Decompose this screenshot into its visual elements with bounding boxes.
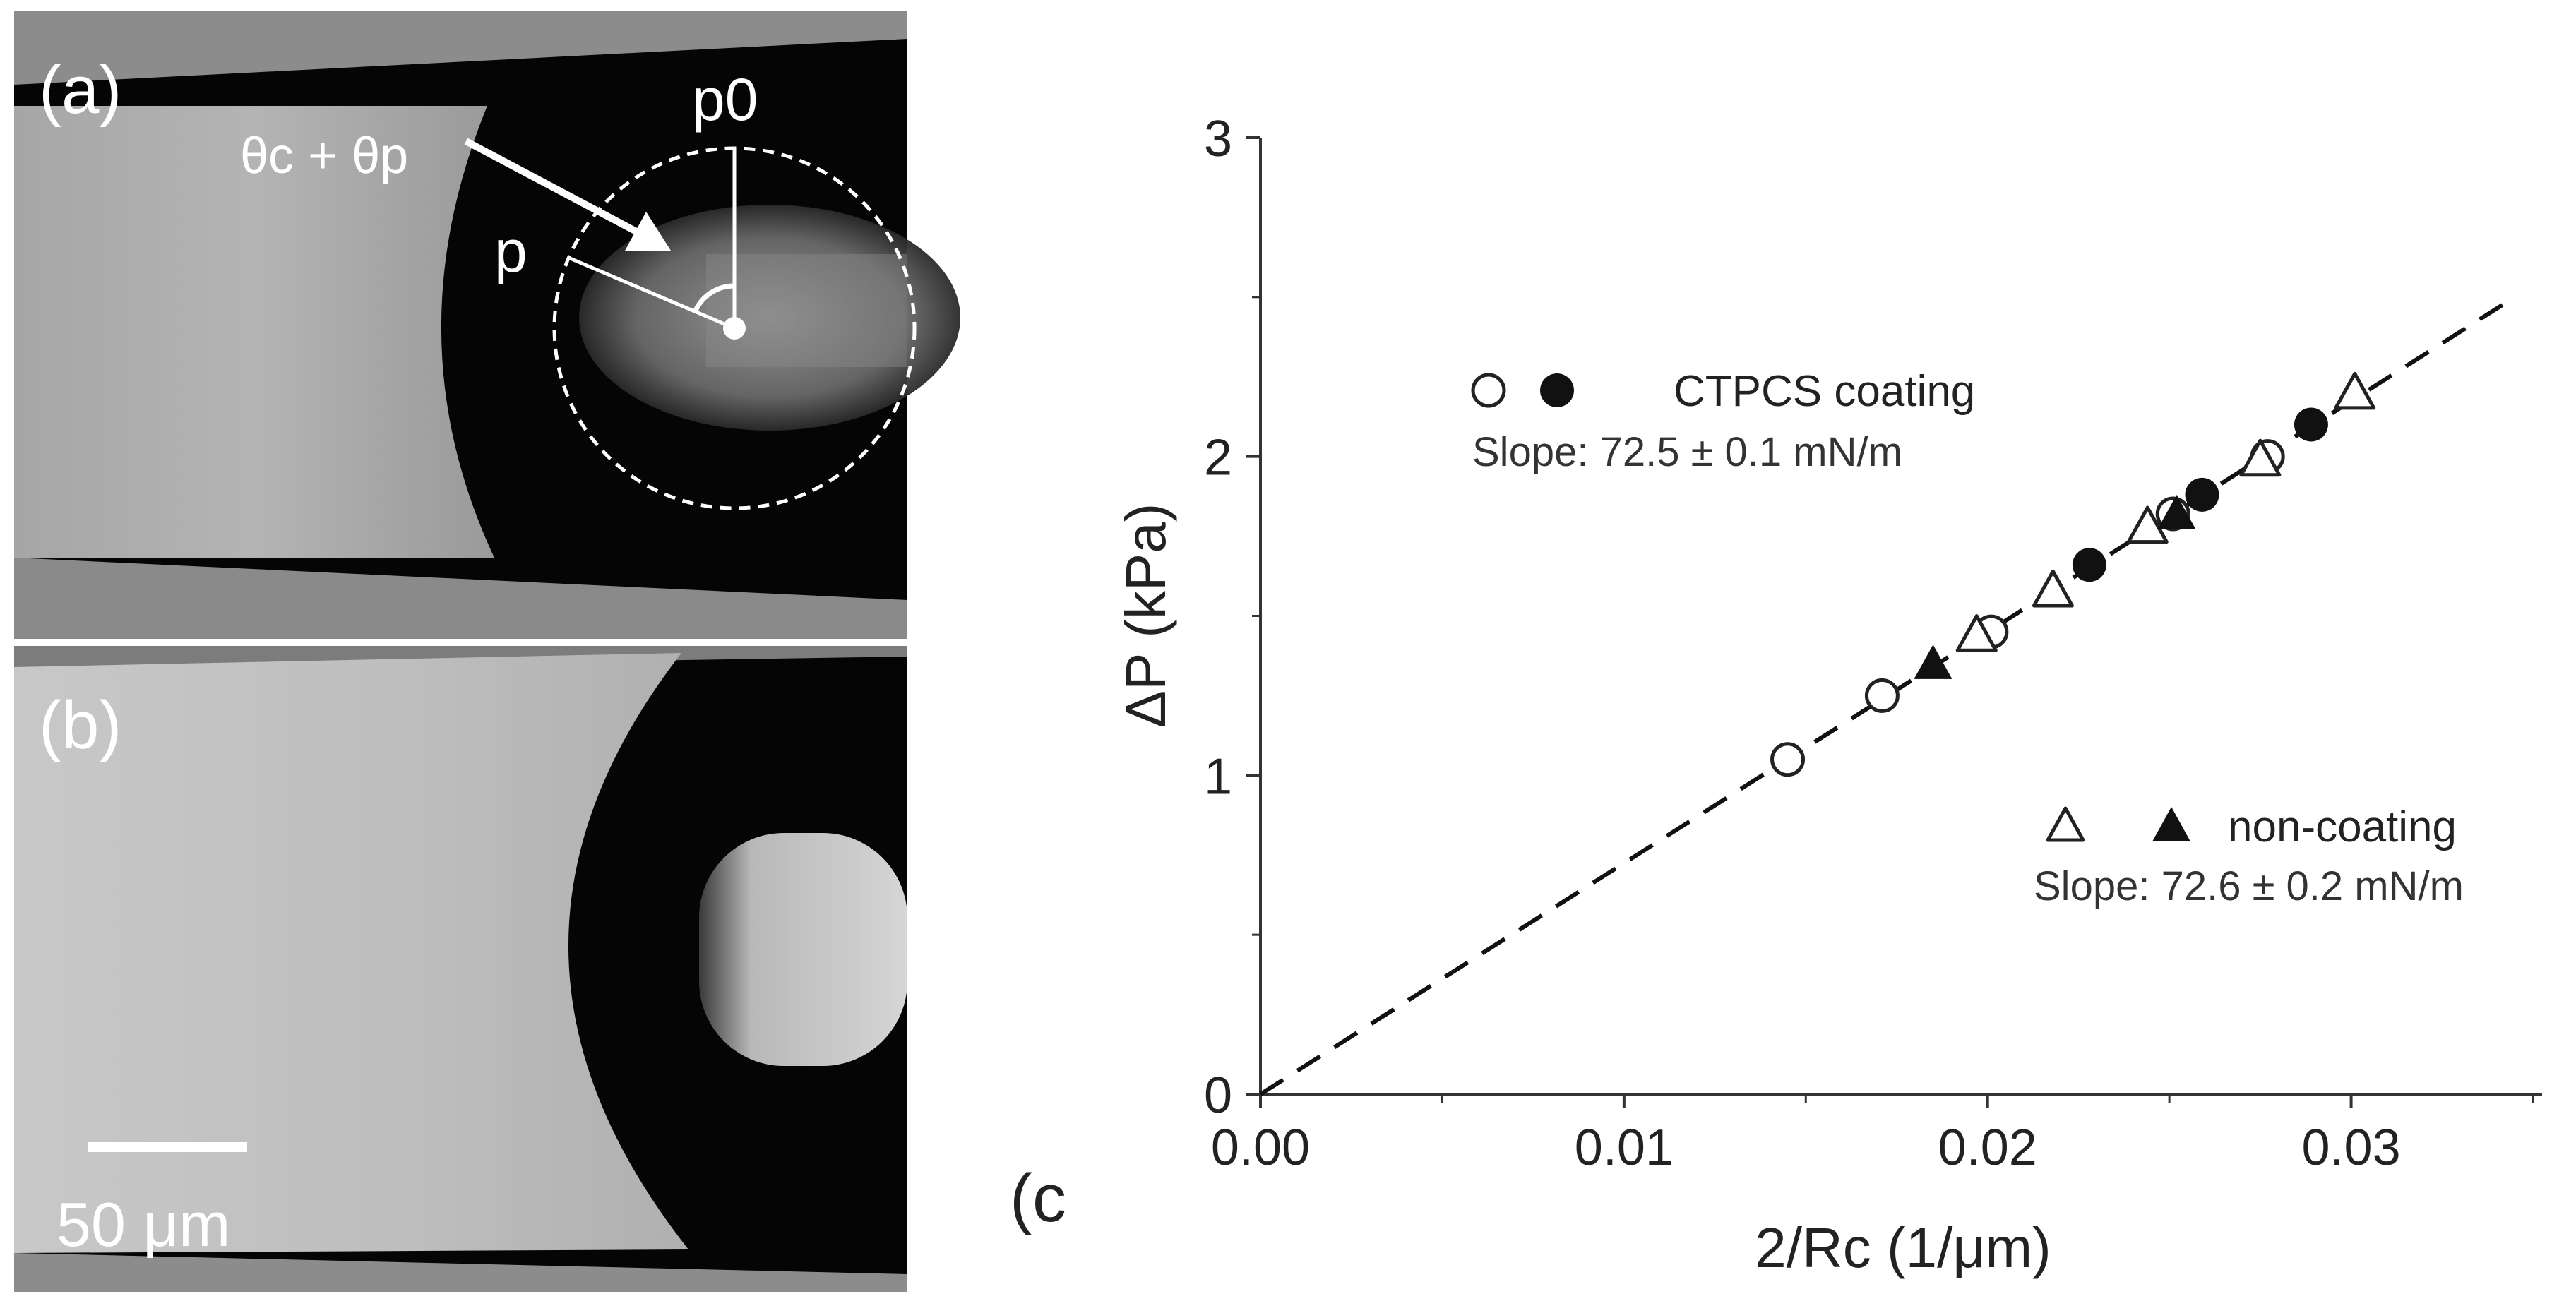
legend-filled-triangle-marker	[2152, 807, 2190, 841]
x-axis-title: 2/Rc (1/μm)	[1755, 1216, 2051, 1279]
data-point-filled-circle	[2294, 407, 2328, 442]
panel-c-label: (c	[1010, 1161, 1066, 1236]
legend-ctpcs-text: CTPCS coating	[1674, 367, 1975, 416]
x-tick-label: 0.00	[1211, 1120, 1310, 1176]
panel-b-label: (b)	[39, 688, 121, 763]
micrograph-panel-b: (b) 50 μm	[14, 646, 907, 1292]
data-point-open-circle	[1770, 742, 1806, 777]
y-tick-label: 2	[1204, 430, 1232, 486]
legend-noncoating-text: non-coating	[2228, 803, 2457, 851]
x-tick-label: 0.03	[2302, 1120, 2401, 1176]
data-point-filled-circle	[2185, 477, 2219, 512]
y-axis-ticks: 0 1 2 3	[1204, 111, 1260, 1124]
legend-noncoating-slope: Slope: 72.6 ± 0.2 mN/m	[2034, 863, 2464, 909]
legend-filled-circle-marker	[1540, 373, 1574, 407]
data-point-open-triangle	[2239, 438, 2282, 477]
legend-open-triangle-marker	[2046, 806, 2085, 842]
p-label: p	[494, 218, 527, 284]
data-point-filled-triangle	[1914, 644, 1952, 679]
chart-panel-c: (c 0.00 0.01 0.02 0.03 0 1 2 3 2/Rc (1/μm) ΔP …	[1010, 111, 2542, 1279]
y-tick-label: 3	[1204, 111, 1232, 167]
micrograph-panel-a: (a) θc + θp p p0	[14, 11, 960, 639]
data-point-open-triangle	[2126, 505, 2169, 544]
data-point-open-triangle	[2334, 371, 2376, 410]
legend-noncoating: non-coating Slope: 72.6 ± 0.2 mN/m	[2034, 803, 2464, 909]
y-tick-label: 0	[1204, 1067, 1232, 1124]
angle-label: θc + θp	[240, 128, 408, 184]
y-axis-title: ΔP (kPa)	[1114, 503, 1177, 729]
x-tick-label: 0.01	[1575, 1120, 1674, 1176]
x-axis-ticks: 0.00 0.01 0.02 0.03	[1211, 1094, 2534, 1176]
data-point-filled-triangle	[2157, 494, 2196, 529]
p0-label: p0	[692, 66, 758, 133]
data-point-open-triangle	[1955, 614, 1998, 652]
scale-bar-label: 50 μm	[56, 1189, 230, 1259]
legend-ctpcs-slope: Slope: 72.5 ± 0.1 mN/m	[1472, 429, 1902, 475]
data-point-open-circle	[1864, 678, 1900, 713]
data-point-open-triangle	[2032, 569, 2074, 608]
data-point-filled-circle	[2072, 548, 2106, 582]
y-tick-label: 1	[1204, 748, 1232, 805]
legend-ctpcs: CTPCS coating Slope: 72.5 ± 0.1 mN/m	[1471, 367, 1975, 475]
legend-open-circle-marker	[1471, 373, 1506, 408]
panel-a-label: (a)	[39, 52, 121, 128]
data-points-layer	[1770, 371, 2376, 777]
x-tick-label: 0.02	[1938, 1120, 2037, 1176]
